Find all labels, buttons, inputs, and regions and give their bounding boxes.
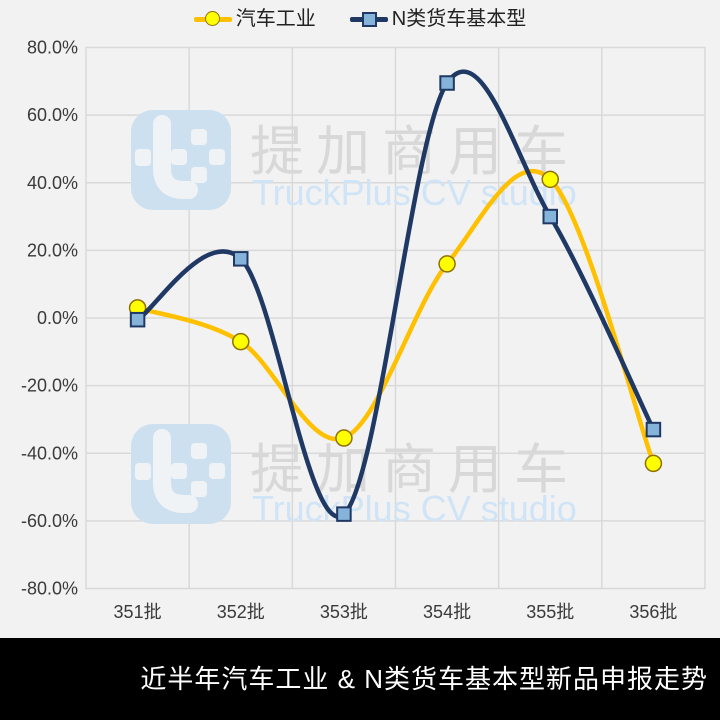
y-tick-label: -60.0% <box>21 511 78 531</box>
data-point-square[interactable] <box>542 208 558 225</box>
data-point-square[interactable] <box>233 251 249 267</box>
data-point-square[interactable] <box>645 421 662 438</box>
watermark-cn-text: 提加商用车 <box>250 122 580 182</box>
series-markers-1 <box>129 75 662 522</box>
legend-line-square-icon <box>349 10 388 28</box>
legend-label-auto-industry: 汽车工业 <box>235 8 316 30</box>
data-point-square[interactable] <box>129 311 146 328</box>
series-markers-0 <box>128 170 663 473</box>
x-tick-label: 352批 <box>217 602 265 622</box>
watermark-en-text: TruckPlus CV studio <box>252 488 577 529</box>
legend-item-n-class-truck[interactable]: N类货车基本型 <box>349 8 527 30</box>
x-tick-label: 353批 <box>320 602 368 622</box>
data-point-circle[interactable] <box>644 454 663 473</box>
truckplus-logo-icon <box>131 110 231 210</box>
footer-bar: 近半年汽车工业 & N类货车基本型新品申报走势 <box>0 638 720 720</box>
legend-item-auto-industry[interactable]: 汽车工业 <box>193 8 316 30</box>
data-point-circle[interactable] <box>335 429 353 447</box>
y-tick-label: 20.0% <box>27 240 78 260</box>
y-tick-label: 0.0% <box>37 308 78 328</box>
data-point-square[interactable] <box>439 75 455 91</box>
x-tick-label: 351批 <box>114 602 162 622</box>
x-tick-label: 356批 <box>629 602 677 622</box>
y-tick-label: 60.0% <box>27 105 78 125</box>
y-tick-label: 40.0% <box>27 173 78 193</box>
y-tick-label: -20.0% <box>21 376 78 396</box>
data-point-square[interactable] <box>336 506 352 522</box>
legend-line-circle-icon <box>193 10 232 28</box>
axis-labels: 80.0% 60.0% 40.0% 20.0% 0.0% -20.0% -40.0% -60.… <box>21 38 677 623</box>
chart-legend: 汽车工业 N类货车基本型 <box>0 8 720 30</box>
truckplus-logo-icon <box>131 424 231 524</box>
data-point-circle[interactable] <box>438 255 456 273</box>
circle-marker-icon <box>204 11 220 26</box>
square-marker-icon <box>361 12 377 27</box>
plot-border <box>85 46 706 590</box>
y-tick-label: 80.0% <box>27 38 78 58</box>
x-tick-label: 355批 <box>526 602 574 622</box>
legend-label-n-class-truck: N类货车基本型 <box>391 8 527 30</box>
y-tick-label: -40.0% <box>21 443 78 463</box>
x-tick-label: 354批 <box>423 602 471 622</box>
chart-title: 近半年汽车工业 & N类货车基本型新品申报走势 <box>140 664 708 694</box>
data-point-circle[interactable] <box>541 170 559 189</box>
y-tick-label: -80.0% <box>21 579 78 599</box>
data-point-circle[interactable] <box>232 332 250 351</box>
